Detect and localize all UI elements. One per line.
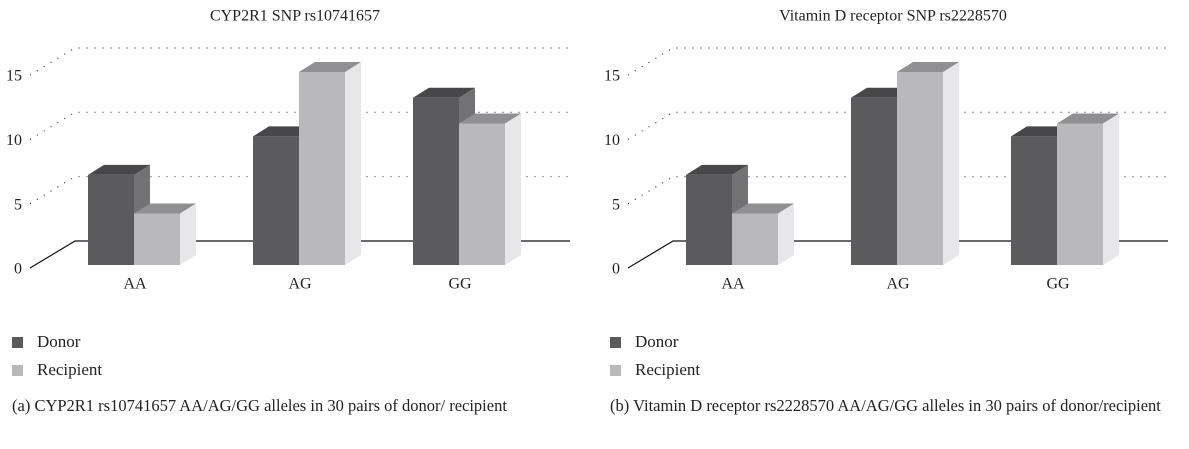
legend-item: Recipient (610, 356, 700, 384)
legend-item: Recipient (12, 356, 102, 384)
chart-panel: Vitamin D receptor SNP rs2228570 0 5 10 15 AA… (598, 0, 1188, 449)
legend-label: Donor (37, 332, 81, 351)
caption: (a) CYP2R1 rs10741657 AA/AG/GG alleles i… (12, 396, 507, 415)
bar-top (897, 62, 959, 72)
y-tick-label: 10 (6, 132, 22, 149)
bar-front (732, 213, 778, 265)
bar-top (413, 87, 475, 98)
legend-label: Recipient (37, 360, 103, 379)
chart: CYP2R1 SNP rs10741657 0 5 10 15 AA AG GG (6, 8, 570, 293)
y-tick-label: 15 (6, 68, 22, 85)
bar (299, 62, 361, 265)
bar-front (299, 72, 345, 265)
legend-swatch (610, 364, 621, 376)
bar-side (778, 203, 794, 265)
bar-front (1011, 136, 1057, 265)
y-tick-label: 0 (14, 261, 22, 278)
bar-front (459, 123, 505, 265)
legend-item: Donor (610, 328, 700, 356)
legend-item: Donor (12, 328, 102, 356)
grid-line (627, 47, 1168, 76)
floor-line (29, 240, 570, 269)
y-tick-label: 10 (604, 132, 620, 149)
x-tick-label: AA (721, 276, 745, 293)
chart-panel: CYP2R1 SNP rs10741657 0 5 10 15 AA AG GG Donor Re… (0, 0, 590, 449)
y-tick-label: 5 (612, 196, 620, 213)
bar-side (180, 203, 196, 265)
chart-title: CYP2R1 SNP rs10741657 (210, 8, 380, 25)
bar-front (851, 97, 897, 265)
bar-front (88, 174, 134, 265)
y-tick-label: 5 (14, 196, 22, 213)
y-tick-label: 0 (612, 261, 620, 278)
bar (459, 113, 521, 265)
bar-front (686, 174, 732, 265)
bar-top (1057, 113, 1119, 124)
bar-side (943, 62, 959, 265)
legend-swatch (610, 336, 621, 348)
legend-swatch (12, 364, 23, 376)
legend-swatch (12, 336, 23, 348)
legend-label: Recipient (635, 360, 701, 379)
bar-top (686, 164, 748, 175)
bar-front (134, 213, 180, 265)
bar-front (1057, 123, 1103, 265)
legend: Donor Recipient (610, 328, 700, 384)
bar-side (1103, 113, 1119, 265)
bar-front (253, 136, 299, 265)
x-tick-label: AA (123, 276, 147, 293)
legend: Donor Recipient (12, 328, 102, 384)
bar (897, 62, 959, 265)
bar-top (134, 203, 196, 214)
bar-side (345, 62, 361, 265)
bar (732, 203, 794, 265)
x-tick-label: AG (886, 276, 910, 293)
x-tick-label: GG (448, 276, 472, 293)
bar-top (459, 113, 521, 124)
caption: (b) Vitamin D receptor rs2228570 AA/AG/G… (610, 396, 1161, 415)
floor-line (627, 240, 1168, 269)
grid-line (29, 47, 570, 76)
bar-front (413, 97, 459, 265)
chart: Vitamin D receptor SNP rs2228570 0 5 10 15 AA… (604, 8, 1168, 293)
bar (1057, 113, 1119, 265)
chart-title: Vitamin D receptor SNP rs2228570 (779, 8, 1007, 25)
x-tick-label: GG (1046, 276, 1070, 293)
legend-label: Donor (635, 332, 679, 351)
bar-side (505, 113, 521, 265)
y-tick-label: 15 (604, 68, 620, 85)
bar (134, 203, 196, 265)
bar-front (897, 72, 943, 265)
x-tick-label: AG (288, 276, 312, 293)
bar-top (299, 62, 361, 72)
bar-top (88, 164, 150, 175)
bar-top (732, 203, 794, 214)
